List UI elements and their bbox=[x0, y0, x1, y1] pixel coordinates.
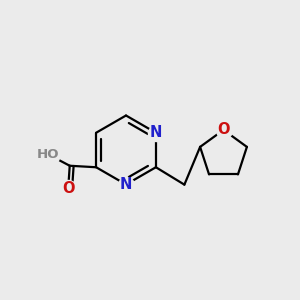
Text: O: O bbox=[62, 181, 74, 196]
Text: N: N bbox=[120, 177, 132, 192]
Text: N: N bbox=[150, 125, 162, 140]
Text: O: O bbox=[217, 122, 230, 137]
Text: HO: HO bbox=[37, 148, 59, 161]
